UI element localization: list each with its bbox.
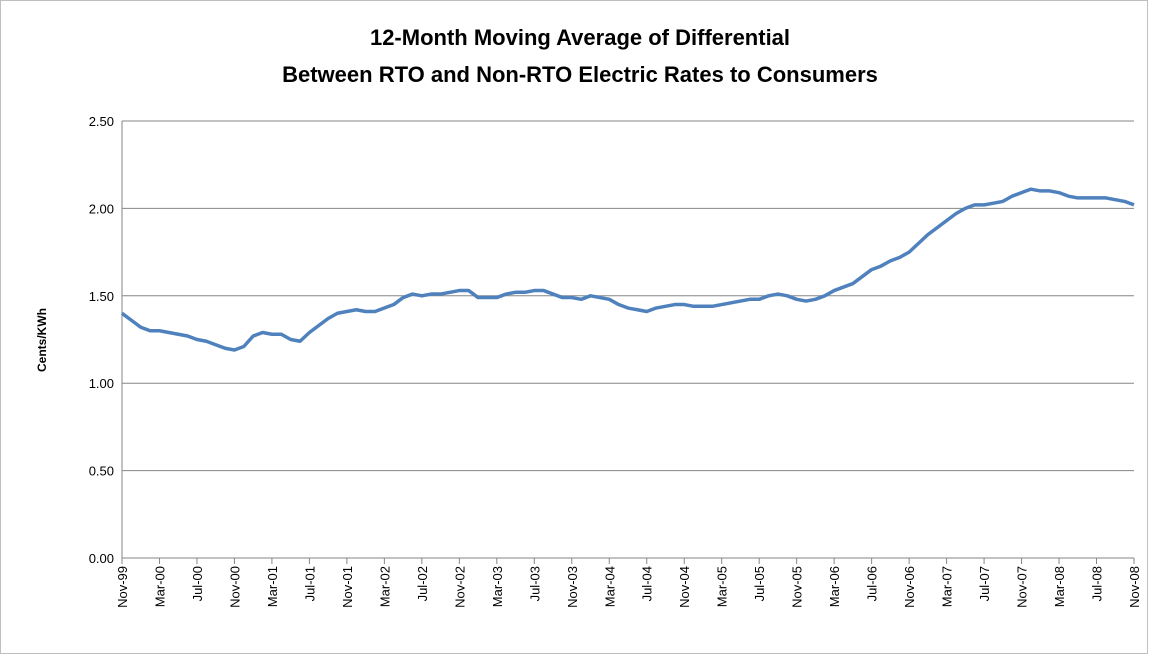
x-tick-label: Jul-05 (752, 566, 767, 601)
x-tick-label: Nov-06 (902, 566, 917, 608)
x-tick-label: Mar-00 (152, 566, 167, 607)
y-axis-label: Cents/KWh (35, 308, 49, 372)
x-tick-label: Mar-01 (265, 566, 280, 607)
x-tick-label: Nov-03 (565, 566, 580, 608)
x-tick-label: Mar-08 (1052, 566, 1067, 607)
x-tick-label: Nov-08 (1127, 566, 1142, 608)
x-tick-label: Mar-07 (940, 566, 955, 607)
x-tick-label: Nov-02 (452, 566, 467, 608)
x-tick-label: Mar-06 (827, 566, 842, 607)
x-tick-label: Mar-03 (490, 566, 505, 607)
x-tick-label: Nov-01 (340, 566, 355, 608)
x-tick-label: Jul-03 (527, 566, 542, 601)
x-tick-label: Jul-00 (190, 566, 205, 601)
y-tick-label: 1.00 (89, 376, 114, 391)
y-tick-label: 1.50 (89, 289, 114, 304)
chart-title: 12-Month Moving Average of Differential (370, 25, 790, 50)
data-line (120, 187, 1135, 352)
x-tick-label: Nov-04 (677, 566, 692, 608)
x-tick-label: Mar-02 (377, 566, 392, 607)
x-tick-label: Jul-06 (865, 566, 880, 601)
x-tick-label: Jul-08 (1090, 566, 1105, 601)
x-tick-label: Mar-04 (602, 566, 617, 607)
x-tick-label: Jul-04 (640, 566, 655, 601)
x-tick-label: Nov-00 (227, 566, 242, 608)
y-tick-label: 0.00 (89, 551, 114, 566)
y-tick-label: 0.50 (89, 464, 114, 479)
y-tick-label: 2.00 (89, 201, 114, 216)
x-tick-label: Jul-01 (302, 566, 317, 601)
x-tick-label: Nov-99 (115, 566, 130, 608)
x-tick-label: Jul-02 (415, 566, 430, 601)
x-tick-label: Mar-05 (715, 566, 730, 607)
x-tick-label: Nov-07 (1015, 566, 1030, 608)
chart-title: Between RTO and Non-RTO Electric Rates t… (282, 62, 878, 87)
x-tick-label: Jul-07 (977, 566, 992, 601)
y-tick-label: 2.50 (89, 114, 114, 129)
x-tick-label: Nov-05 (790, 566, 805, 608)
